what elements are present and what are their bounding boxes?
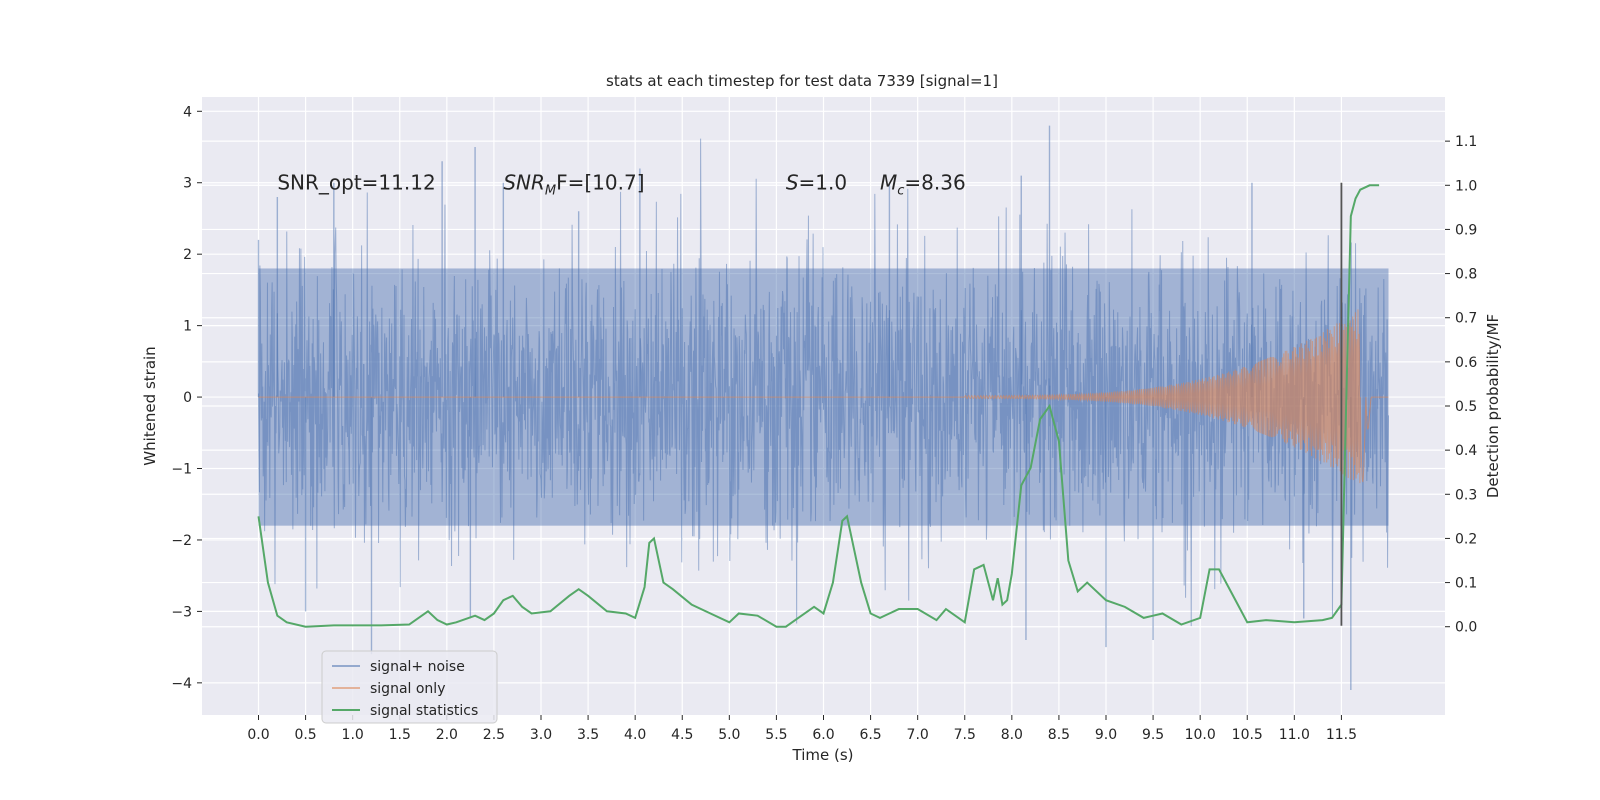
y-tick-label: 4 — [183, 104, 192, 120]
x-tick-label: 1.0 — [342, 727, 364, 743]
y-tick-label-right: 0.0 — [1455, 620, 1477, 636]
signal-only-line — [258, 309, 1389, 484]
y-tick-label-right: 0.2 — [1455, 531, 1477, 547]
y-tick-label-right: 0.6 — [1455, 355, 1477, 371]
y-tick-label-right: 0.7 — [1455, 311, 1477, 327]
x-tick-label: 6.0 — [812, 727, 834, 743]
signal-statistics-line — [257, 184, 1380, 628]
y-tick-label: −2 — [171, 533, 192, 549]
x-tick-label: 8.0 — [1001, 727, 1023, 743]
x-tick-label: 10.0 — [1185, 727, 1216, 743]
y-tick-label-right: 0.4 — [1455, 443, 1477, 459]
annotation-1: SNRMF=[10.7] — [503, 171, 644, 199]
y-tick-label-right: 0.5 — [1455, 399, 1477, 415]
y-tick-label-right: 0.8 — [1455, 267, 1477, 283]
y-tick-label-right: 0.3 — [1455, 487, 1477, 503]
y-tick-label-right: 1.1 — [1455, 134, 1477, 150]
x-tick-label: 9.0 — [1095, 727, 1117, 743]
signal-noise-line — [258, 138, 1389, 627]
y-tick-label: −4 — [171, 676, 192, 692]
x-tick-label: 2.5 — [483, 727, 505, 743]
y-tick-label: 2 — [183, 247, 192, 263]
chart-title: stats at each timestep for test data 733… — [606, 72, 998, 90]
x-tick-label: 7.5 — [954, 727, 976, 743]
x-tick-label: 5.5 — [765, 727, 787, 743]
legend-label: signal+ noise — [370, 659, 465, 675]
x-tick-label: 7.0 — [907, 727, 929, 743]
y-tick-label: 3 — [183, 176, 192, 192]
y-tick-label-right: 1.0 — [1455, 178, 1477, 194]
y-tick-label-right: 0.9 — [1455, 222, 1477, 238]
legend-label: signal statistics — [370, 703, 478, 719]
y-axis-left: 4 3 2 1 0 −1 −2 −3 −4 — [171, 104, 202, 692]
annotation-2: S=1.0 — [786, 171, 847, 195]
legend: signal+ noise signal only signal statistic… — [321, 650, 498, 724]
x-tick-label: 9.5 — [1142, 727, 1164, 743]
y-axis-label-right: Detection probability/MF — [1484, 314, 1502, 498]
y-tick-label: 1 — [183, 319, 192, 335]
x-tick-label: 4.0 — [624, 727, 646, 743]
y-tick-label: −1 — [171, 462, 192, 478]
x-tick-label: 3.5 — [577, 727, 599, 743]
x-tick-label: 3.0 — [530, 727, 552, 743]
annotation-0: SNR_opt=11.12 — [277, 171, 435, 195]
signal-only-series — [258, 309, 1389, 484]
y-tick-label-right: 0.1 — [1455, 576, 1477, 592]
x-tick-label: 4.5 — [671, 727, 693, 743]
y-tick-label: −3 — [171, 604, 192, 620]
y-tick-label: 0 — [183, 390, 192, 406]
y-axis-label-left: Whitened strain — [141, 346, 159, 465]
x-tick-label: 0.0 — [247, 727, 269, 743]
legend-box — [321, 650, 498, 724]
x-tick-label: 0.5 — [294, 727, 316, 743]
y-axis-right: 1.1 1.0 0.9 0.8 0.7 0.6 0.5 0.4 0.3 0.2 0.1 0.0 — [1445, 134, 1477, 636]
x-tick-label: 10.5 — [1232, 727, 1263, 743]
annotation-3: Mc=8.36 — [880, 171, 966, 199]
x-tick-label: 2.0 — [436, 727, 458, 743]
signal-statistics-series — [257, 184, 1380, 628]
x-tick-label: 5.0 — [718, 727, 740, 743]
legend-label: signal only — [370, 681, 445, 697]
annotations: SNR_opt=11.12 SNRMF=[10.7] S=1.0 Mc=8.36 — [277, 171, 965, 199]
x-axis-label: Time (s) — [792, 746, 854, 764]
x-tick-label: 8.5 — [1048, 727, 1070, 743]
x-tick-label: 11.0 — [1279, 727, 1310, 743]
x-tick-label: 11.5 — [1326, 727, 1357, 743]
x-tick-label: 1.5 — [389, 727, 411, 743]
x-tick-label: 6.5 — [859, 727, 881, 743]
